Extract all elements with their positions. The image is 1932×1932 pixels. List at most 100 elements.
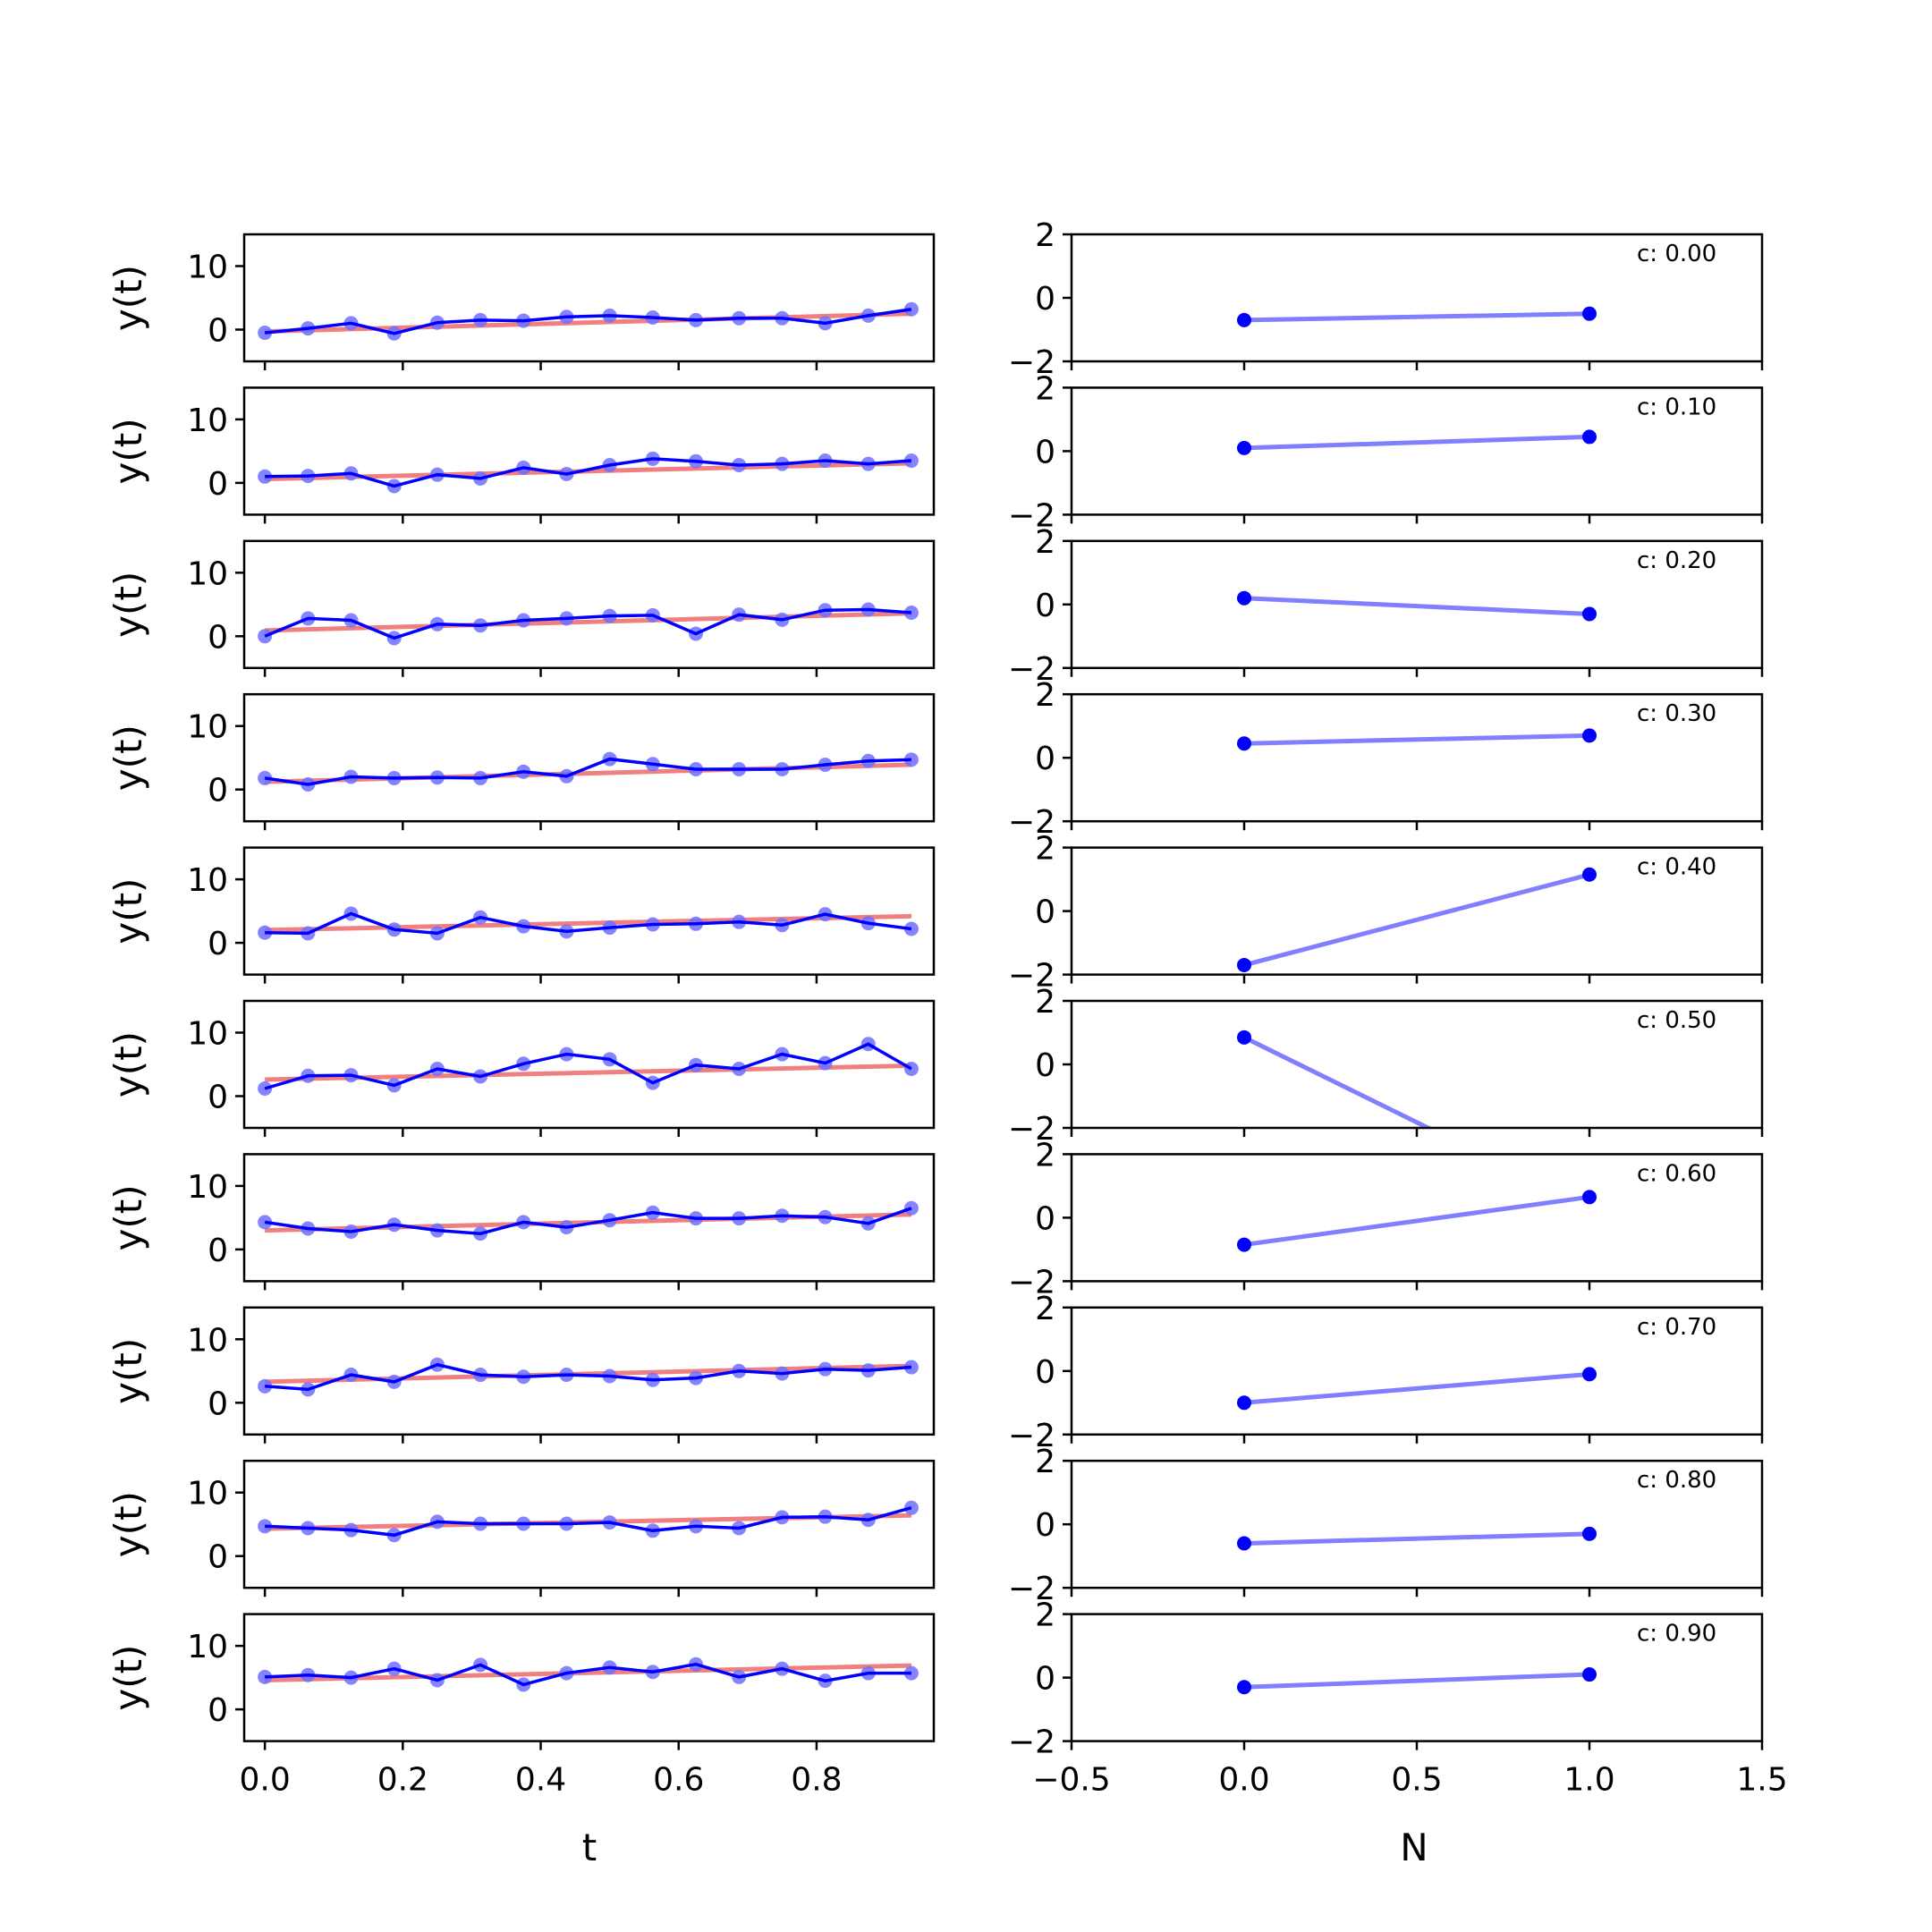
left-plot-area [258,301,919,341]
n-point [1237,590,1251,606]
series-line [264,308,912,335]
n-line [1243,596,1590,616]
y-tick-label: 0 [1035,1661,1055,1698]
n-panel-4: −2 0 2 c: 0.40 [1008,831,1764,995]
left-plot-area [258,1357,919,1397]
y-tick-label: 0 [208,1692,228,1729]
y-tick-label: 0 [208,1539,228,1576]
y-tick-label: −2 [1008,804,1055,841]
y-axis-title: y(t) [106,1645,150,1711]
y-tick-label: 0 [1035,741,1055,777]
y-tick-label: 10 [187,1629,228,1665]
left-plot-area [258,602,919,646]
panel-annotation: c: 0.50 [1637,1007,1716,1034]
series-line [265,1662,911,1687]
right-x-axis-title: N [1400,1826,1428,1869]
n-point [1582,1526,1597,1541]
right-plot-area [1237,306,1597,327]
y-tick-label: 0 [208,926,228,962]
y-tick-label: 10 [187,709,228,746]
panel-annotation: c: 0.40 [1637,854,1716,881]
series-line [265,911,912,936]
data-point [903,921,919,936]
n-point [1582,1367,1597,1382]
left-axes-frame [242,1613,936,1742]
right-plot-area [1237,1526,1597,1551]
data-point [903,606,919,621]
y-tick-label: 0 [208,619,228,656]
y-tick-label: 0 [1035,894,1055,931]
left-axes-frame [242,233,936,363]
x-tick-label: 0.0 [1218,1762,1269,1799]
n-panel-3: −2 0 2 c: 0.30 [1008,677,1764,841]
y-tick-label: 10 [187,1016,228,1053]
y-tick-label: 0 [1035,1200,1055,1237]
n-panel-8: −2 0 2 c: 0.80 [1008,1444,1764,1607]
n-line [1243,311,1590,323]
n-line [1243,1194,1590,1248]
data-point [903,1665,919,1681]
y-tick-label: 0 [208,1385,228,1422]
x-tick-label: 0.0 [239,1762,290,1799]
n-line [1243,1531,1590,1546]
n-point [1582,867,1597,882]
fit-line [265,1363,912,1385]
time-series-panel-3: 0 10 y(t) [106,692,936,831]
y-tick-label: 10 [187,555,228,592]
n-panel-2: −2 0 2 c: 0.20 [1008,524,1764,688]
y-tick-label: −2 [1008,1724,1055,1761]
y-tick-label: −2 [1008,1264,1055,1301]
n-point [1237,1030,1251,1045]
y-tick-label: 0 [208,1233,228,1269]
y-tick-label: 10 [187,1322,228,1359]
data-point [903,1500,919,1515]
x-tick-label: 0.5 [1391,1762,1442,1799]
y-tick-label: 2 [1035,1444,1055,1480]
n-point [1237,1237,1251,1252]
y-tick-label: 0 [1035,1047,1055,1084]
n-panel-6: −2 0 2 c: 0.60 [1008,1137,1764,1301]
time-series-panel-5: 0 10 y(t) [106,999,936,1137]
series-line [264,1362,912,1392]
panel-annotation: c: 0.20 [1637,547,1716,574]
left-plot-area [258,1500,919,1543]
y-tick-label: 2 [1035,1291,1055,1327]
n-panel-5: −2 0 2 c: 0.50 [1008,984,1764,1148]
y-axis-title: y(t) [106,1031,150,1097]
y-tick-label: −2 [1008,651,1055,688]
n-panel-0: −2 0 2 c: 0.00 [1008,217,1764,381]
n-point [1582,728,1597,743]
n-point [1237,1680,1251,1695]
time-series-panel-2: 0 10 y(t) [106,539,936,677]
n-line [1243,1371,1590,1405]
data-point [903,453,919,469]
n-line [1243,434,1590,451]
left-x-axis-title: t [582,1826,597,1869]
x-tick-label: 0.8 [791,1762,842,1799]
y-axis-title: y(t) [106,1184,150,1250]
y-tick-label: 10 [187,1476,228,1513]
left-axes-frame [242,1459,936,1589]
series-line [264,1042,912,1090]
y-axis-title: y(t) [106,572,150,638]
x-tick-label: 0.6 [653,1762,704,1799]
y-tick-label: 0 [208,1080,228,1116]
n-line [1243,733,1590,746]
y-tick-label: 2 [1035,677,1055,714]
time-series-panel-6: 0 10 y(t) [106,1153,936,1291]
y-tick-label: 2 [1035,1137,1055,1174]
time-series-panel-9: 0 10 0.0 0.2 0.4 0.6 0.8 y(t) [106,1613,936,1799]
left-plot-area [258,1200,919,1241]
x-tick-label: −0.5 [1032,1762,1110,1799]
y-tick-label: 0 [1035,281,1055,318]
right-plot-area [1237,1667,1597,1695]
y-tick-label: 0 [208,466,228,503]
y-tick-label: 0 [1035,1507,1055,1544]
n-point [1582,606,1597,622]
panel-annotation: c: 0.70 [1637,1314,1716,1341]
x-tick-label: 0.4 [515,1762,566,1799]
data-point [903,1061,919,1076]
y-tick-label: 2 [1035,370,1055,407]
y-tick-label: 0 [1035,434,1055,470]
